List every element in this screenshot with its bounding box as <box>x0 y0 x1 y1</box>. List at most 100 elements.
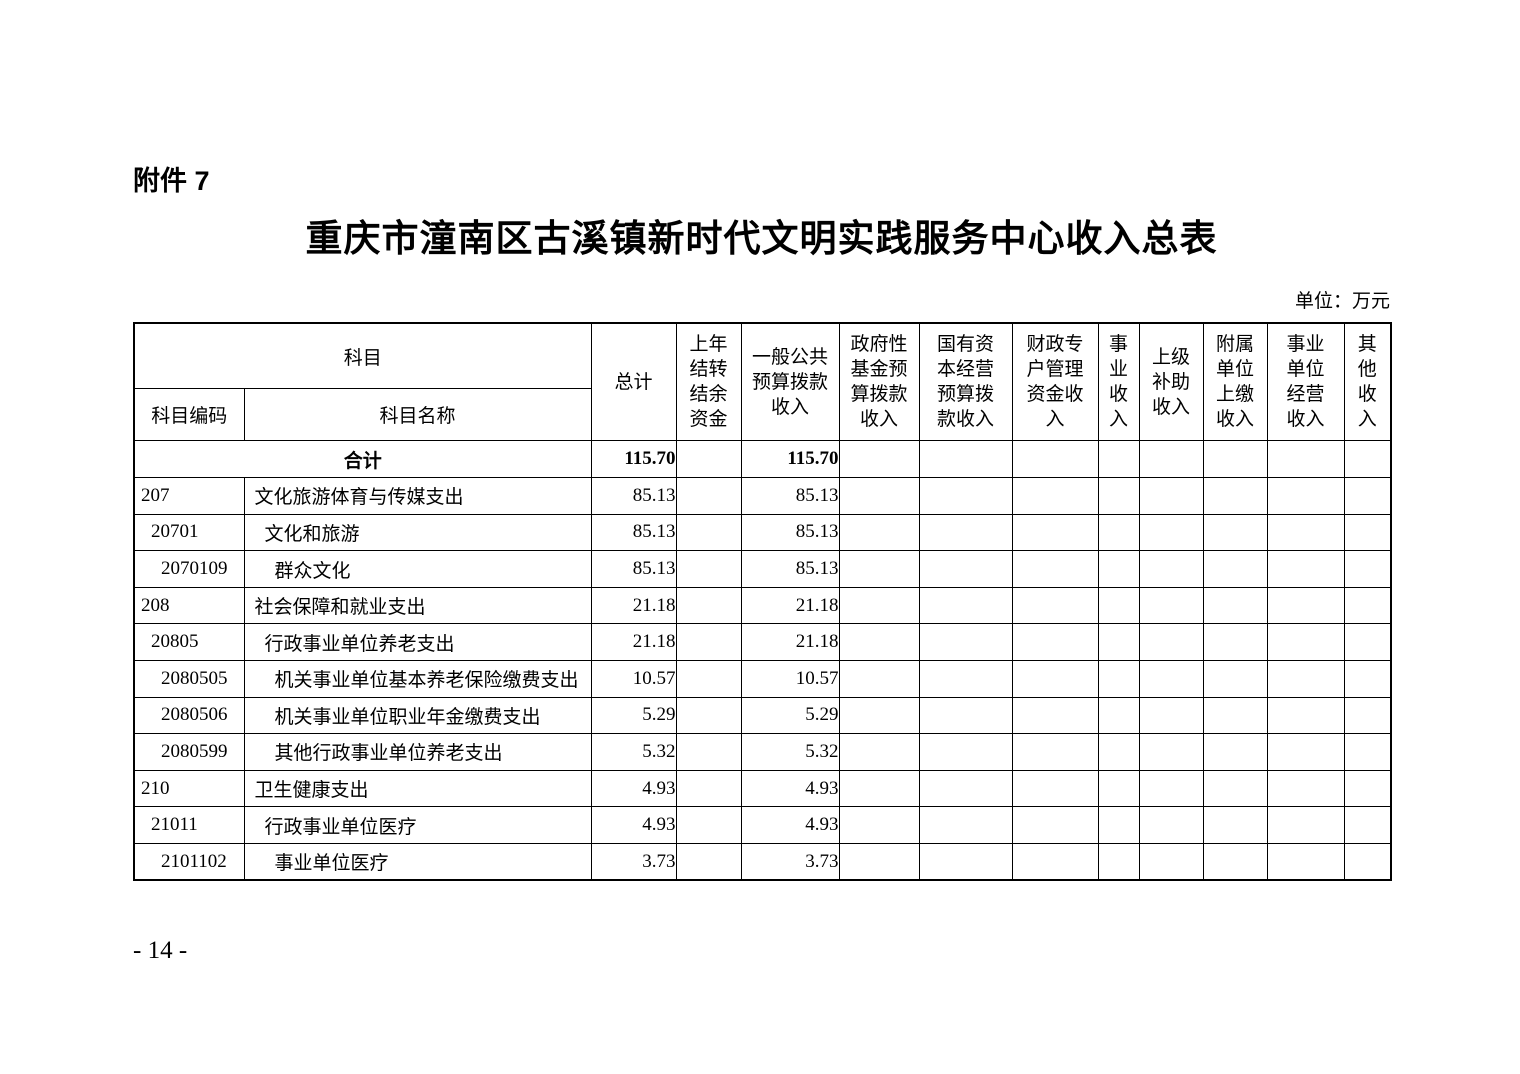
value-cell-superior-subsidy-income <box>1138 660 1204 698</box>
value-cell-superior-subsidy-income <box>1138 696 1204 735</box>
subject-name-cell: 其他行政事业单位养老支出 <box>243 733 592 771</box>
value-cell-state-capital-budget-income <box>918 513 1013 552</box>
value-cell-business-income <box>1097 769 1140 808</box>
table-row: 208 社会保障和就业支出 21.18 21.18 <box>133 586 1392 625</box>
table-header: 科目 总计 上年 结转 结余 资金 一般公共 预算拨款 收入 政府性 基金预 算拨款 … <box>133 322 1392 442</box>
value-cell-state-capital-budget-income <box>918 660 1013 698</box>
value-cell-other-income <box>1343 660 1392 698</box>
header-col-carryover-funds: 上年 结转 结余 资金 <box>675 322 742 442</box>
value-cell-gov-fund-budget-income <box>838 623 920 661</box>
value-cell-general-public-budget-income: 21.18 <box>740 586 840 625</box>
value-cell-gov-fund-budget-income <box>838 842 920 881</box>
value-cell-business-income <box>1097 586 1140 625</box>
value-cell-business-income <box>1097 440 1140 479</box>
value-cell-carryover-funds <box>675 660 742 698</box>
subject-code-cell: 21011 <box>133 806 245 844</box>
subject-name-cell: 行政事业单位医疗 <box>243 806 592 844</box>
value-cell-business-income <box>1097 477 1140 515</box>
subject-code-cell: 207 <box>133 477 245 515</box>
value-cell-other-income <box>1343 733 1392 771</box>
document-page: 附件 7 重庆市潼南区古溪镇新时代文明实践服务中心收入总表 单位：万元 科目 总… <box>133 0 1393 965</box>
value-cell-state-capital-budget-income <box>918 696 1013 735</box>
value-cell-carryover-funds <box>675 477 742 515</box>
value-cell-affiliated-unit-remitted-income <box>1202 477 1268 515</box>
value-cell-gov-fund-budget-income <box>838 733 920 771</box>
header-subject-code: 科目编码 <box>133 388 245 442</box>
value-cell-general-public-budget-income: 85.13 <box>740 477 840 515</box>
value-cell-state-capital-budget-income <box>918 477 1013 515</box>
value-cell-general-public-budget-income: 5.32 <box>740 733 840 771</box>
subject-name-cell: 社会保障和就业支出 <box>243 586 592 625</box>
value-cell-superior-subsidy-income <box>1138 477 1204 515</box>
header-col-business-income: 事 业 收 入 <box>1097 322 1140 442</box>
value-cell-fiscal-account-income <box>1011 660 1099 698</box>
value-cell-superior-subsidy-income <box>1138 806 1204 844</box>
value-cell-affiliated-unit-remitted-income <box>1202 550 1268 588</box>
unit-label: 单位：万元 <box>1294 290 1390 312</box>
value-cell-state-capital-budget-income <box>918 806 1013 844</box>
header-row-bottom: 科目编码 科目名称 <box>133 388 1391 442</box>
value-cell-carryover-funds <box>675 440 742 479</box>
table-row: 2080505 机关事业单位基本养老保险缴费支出 10.57 10.57 <box>133 660 1392 698</box>
value-cell-affiliated-unit-remitted-income <box>1202 660 1268 698</box>
value-cell-state-capital-budget-income <box>918 733 1013 771</box>
value-cell-superior-subsidy-income <box>1138 769 1204 808</box>
subject-code-cell: 2080599 <box>133 733 245 771</box>
table-row: 2101102 事业单位医疗 3.73 3.73 <box>133 842 1392 881</box>
value-cell-gov-fund-budget-income <box>838 440 920 479</box>
value-cell-fiscal-account-income <box>1011 623 1099 661</box>
value-cell-affiliated-unit-remitted-income <box>1202 623 1268 661</box>
table-row: 2080599 其他行政事业单位养老支出 5.32 5.32 <box>133 733 1392 771</box>
value-cell-business-income <box>1097 696 1140 735</box>
value-cell-superior-subsidy-income <box>1138 550 1204 588</box>
header-col-total: 总计 <box>590 322 677 442</box>
value-cell-superior-subsidy-income <box>1138 586 1204 625</box>
subject-code-cell: 20701 <box>133 513 245 552</box>
table-row: 20701 文化和旅游 85.13 85.13 <box>133 513 1392 552</box>
header-col-general-public-budget-income: 一般公共 预算拨款 收入 <box>740 322 840 442</box>
value-cell-total: 85.13 <box>590 477 677 515</box>
value-cell-superior-subsidy-income <box>1138 623 1204 661</box>
subject-code-cell: 2070109 <box>133 550 245 588</box>
value-cell-business-unit-operating-income <box>1266 477 1345 515</box>
value-cell-state-capital-budget-income <box>918 623 1013 661</box>
value-cell-total: 115.70 <box>590 440 677 479</box>
income-summary-table: 科目 总计 上年 结转 结余 资金 一般公共 预算拨款 收入 政府性 基金预 算拨款 … <box>133 321 1393 882</box>
subject-code-cell: 2101102 <box>133 842 245 881</box>
value-cell-gov-fund-budget-income <box>838 696 920 735</box>
subject-code-cell: 20805 <box>133 623 245 661</box>
subject-code-cell: 208 <box>133 586 245 625</box>
value-cell-fiscal-account-income <box>1011 586 1099 625</box>
value-cell-business-unit-operating-income <box>1266 550 1345 588</box>
value-cell-general-public-budget-income: 5.29 <box>740 696 840 735</box>
subject-code-cell: 2080506 <box>133 696 245 735</box>
attachment-label: 附件 7 <box>133 166 210 196</box>
value-cell-total: 4.93 <box>590 769 677 808</box>
value-cell-total: 21.18 <box>590 623 677 661</box>
value-cell-other-income <box>1343 842 1392 881</box>
value-cell-gov-fund-budget-income <box>838 513 920 552</box>
value-cell-business-income <box>1097 513 1140 552</box>
value-cell-fiscal-account-income <box>1011 440 1099 479</box>
value-cell-fiscal-account-income <box>1011 550 1099 588</box>
value-cell-affiliated-unit-remitted-income <box>1202 513 1268 552</box>
subject-name-cell: 机关事业单位基本养老保险缴费支出 <box>243 660 592 698</box>
value-cell-carryover-funds <box>675 586 742 625</box>
value-cell-state-capital-budget-income <box>918 842 1013 881</box>
value-cell-gov-fund-budget-income <box>838 806 920 844</box>
value-cell-business-unit-operating-income <box>1266 586 1345 625</box>
value-cell-business-unit-operating-income <box>1266 842 1345 881</box>
value-cell-carryover-funds <box>675 550 742 588</box>
table-row: 合计 115.70 115.70 <box>133 440 1392 479</box>
value-cell-gov-fund-budget-income <box>838 550 920 588</box>
value-cell-business-income <box>1097 623 1140 661</box>
value-cell-superior-subsidy-income <box>1138 513 1204 552</box>
value-cell-carryover-funds <box>675 513 742 552</box>
value-cell-state-capital-budget-income <box>918 550 1013 588</box>
subject-name-cell: 卫生健康支出 <box>243 769 592 808</box>
value-cell-gov-fund-budget-income <box>838 660 920 698</box>
value-cell-fiscal-account-income <box>1011 842 1099 881</box>
value-cell-gov-fund-budget-income <box>838 477 920 515</box>
table-body: 合计 115.70 115.70 207 文化旅游体育与传媒支出 85.13 85.13 20… <box>133 440 1392 881</box>
value-cell-business-unit-operating-income <box>1266 623 1345 661</box>
